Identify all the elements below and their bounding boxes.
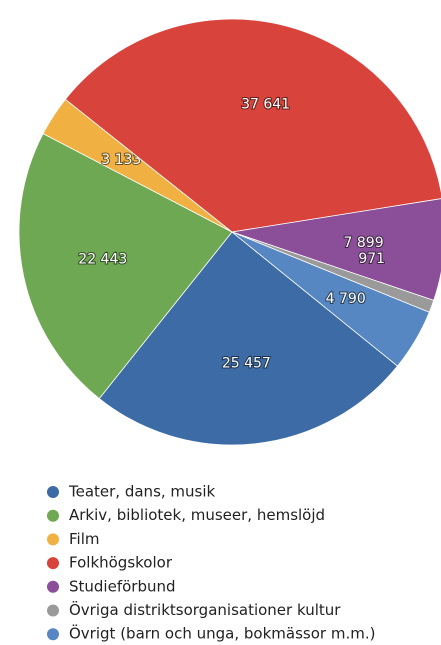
legend-marker bbox=[47, 486, 59, 498]
pie-slice bbox=[231, 231, 430, 367]
legend-marker bbox=[47, 509, 59, 522]
slice-label: 971 bbox=[358, 251, 385, 267]
slice-label: 37 641 bbox=[241, 96, 290, 112]
legend-label: Övrigt (barn och unga, bokmässor m.m.) bbox=[69, 624, 375, 643]
slice-label: 25 457 bbox=[222, 355, 271, 371]
legend-label: Övriga distriktsorganisationer kultur bbox=[69, 600, 341, 619]
pie-slice bbox=[231, 198, 441, 301]
slice-label: 4 790 bbox=[326, 291, 366, 307]
legend-marker bbox=[47, 533, 59, 546]
legend-label: Studieförbund bbox=[69, 577, 176, 595]
legend-label: Arkiv, bibliotek, museer, hemslöjd bbox=[69, 506, 325, 524]
legend-label: Folkhögskolor bbox=[69, 554, 173, 572]
legend-marker bbox=[47, 580, 59, 593]
pie-slice bbox=[98, 231, 399, 446]
legend-marker bbox=[47, 557, 59, 570]
legend-marker bbox=[47, 628, 59, 641]
pie-slice bbox=[18, 133, 233, 400]
legend-marker bbox=[47, 604, 59, 617]
legend-label: Teater, dans, musik bbox=[68, 483, 216, 501]
slice-label: 3 133 bbox=[101, 152, 141, 168]
slice-label: 22 443 bbox=[78, 251, 127, 267]
pie-slice bbox=[64, 18, 441, 233]
legend-label: Film bbox=[69, 530, 99, 548]
slice-label: 7 899 bbox=[344, 235, 384, 251]
